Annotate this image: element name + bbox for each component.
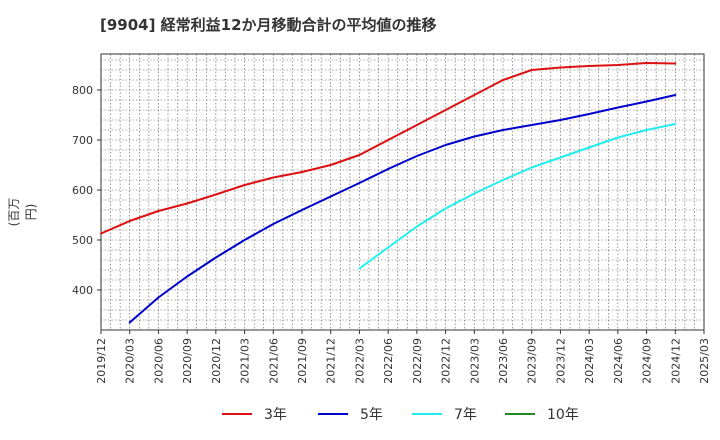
y-tick-label: 400	[72, 284, 93, 297]
legend-label: 10年	[547, 407, 579, 423]
series-line	[100, 62, 677, 235]
x-tick-label: 2020/12	[210, 338, 223, 384]
series-line	[358, 123, 677, 270]
plot-frame	[100, 53, 705, 331]
x-tick-label: 2021/09	[296, 338, 309, 384]
x-tick-label: 2023/09	[526, 338, 539, 384]
x-tick-label: 2022/03	[353, 338, 366, 384]
x-tick-label: 2025/03	[698, 338, 711, 384]
x-tick-label: 2020/03	[124, 338, 137, 384]
x-tick-label: 2024/09	[641, 338, 654, 384]
y-tick-label: 600	[72, 184, 93, 197]
x-tick-label: 2020/09	[181, 338, 194, 384]
y-tick-label: 500	[72, 234, 93, 247]
x-tick-label: 2022/12	[440, 338, 453, 384]
legend-label: 5年	[360, 407, 383, 423]
chart-title: [9904] 経常利益12か月移動合計の平均値の推移	[100, 16, 437, 34]
x-tick-label: 2024/12	[669, 338, 682, 384]
y-tick-label: 700	[72, 134, 93, 147]
plot-area	[101, 54, 704, 330]
x-tick-label: 2022/06	[382, 338, 395, 384]
x-tick-label: 2024/06	[612, 338, 625, 384]
legend-label: 7年	[454, 407, 477, 423]
x-tick-label: 2021/03	[239, 338, 252, 384]
x-tick-label: 2021/12	[325, 338, 338, 384]
x-tick-label: 2024/03	[583, 338, 596, 384]
y-tick-label: 800	[72, 84, 93, 97]
x-tick-label: 2019/12	[95, 338, 108, 384]
series-line	[128, 94, 677, 324]
x-tick-label: 2022/09	[411, 338, 424, 384]
x-tick-label: 2020/06	[152, 338, 165, 384]
x-tick-label: 2023/12	[554, 338, 567, 384]
x-tick-label: 2023/03	[468, 338, 481, 384]
legend-label: 3年	[264, 407, 287, 423]
x-tick-label: 2021/06	[267, 338, 280, 384]
x-tick-label: 2023/06	[497, 338, 510, 384]
